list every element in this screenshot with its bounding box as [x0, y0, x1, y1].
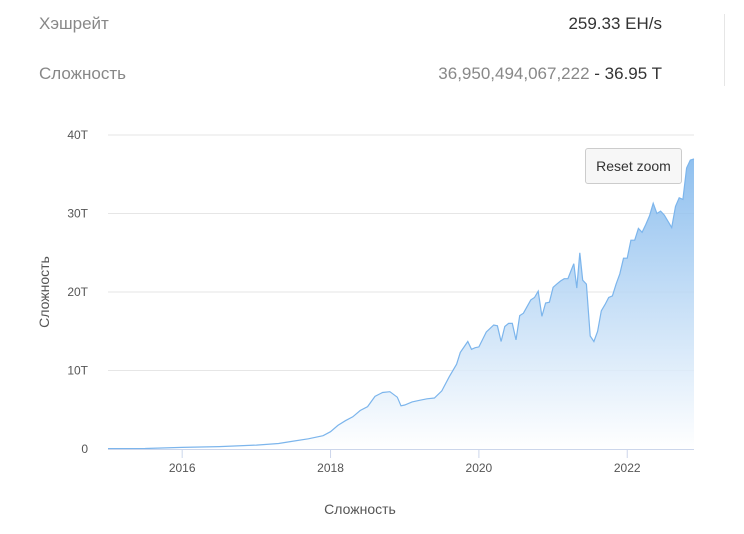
y-axis-ticks: 0 10T 20T 30T 40T	[67, 128, 88, 456]
y-tick-label: 0	[81, 442, 88, 456]
y-tick-label: 30T	[67, 207, 88, 221]
x-tick-label: 2016	[169, 461, 196, 475]
difficulty-line	[107, 158, 695, 450]
x-axis-title: Сложность	[324, 501, 396, 517]
reset-zoom-button[interactable]: Reset zoom	[585, 148, 682, 184]
plot-area	[107, 158, 695, 450]
difficulty-value: 36,950,494,067,222 - 36.95 T	[438, 64, 662, 84]
x-axis-ticks: 2016 2018 2020 2022	[169, 449, 641, 475]
difficulty-short: 36.95 T	[604, 64, 662, 83]
difficulty-area	[108, 158, 694, 449]
difficulty-label: Сложность	[39, 64, 127, 83]
y-tick-label: 40T	[67, 128, 88, 142]
difficulty-raw: 36,950,494,067,222	[438, 64, 590, 83]
hashrate-label: Хэшрейт	[39, 14, 109, 33]
difficulty-row: Сложность 36,950,494,067,222 - 36.95 T	[39, 62, 662, 86]
hashrate-value: 259.33 EH/s	[568, 14, 662, 33]
x-tick-label: 2018	[317, 461, 344, 475]
y-tick-label: 10T	[67, 364, 88, 378]
difficulty-separator: -	[589, 64, 605, 83]
y-tick-label: 20T	[67, 285, 88, 299]
hashrate-row: Хэшрейт 259.33 EH/s	[39, 12, 662, 36]
x-tick-label: 2022	[614, 461, 641, 475]
y-axis-title: Сложность	[36, 256, 52, 328]
x-tick-label: 2020	[466, 461, 493, 475]
divider	[724, 14, 725, 86]
